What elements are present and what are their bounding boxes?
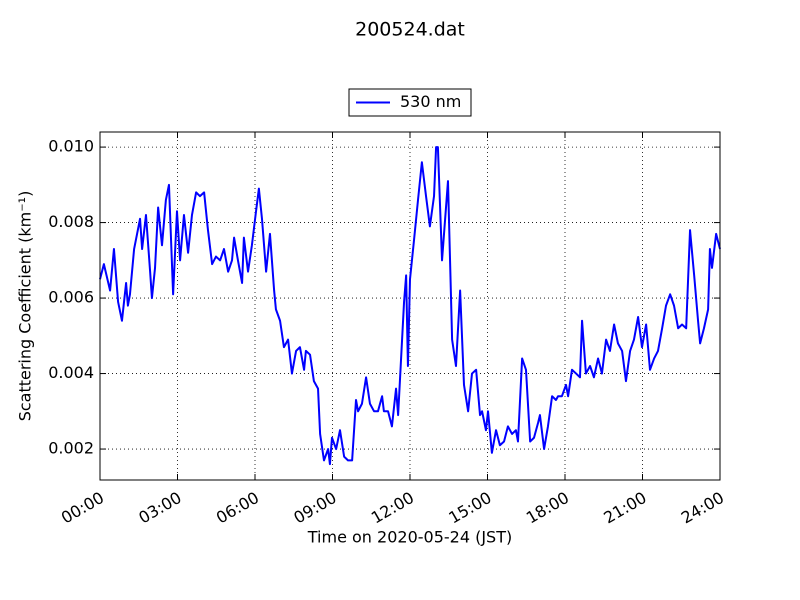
x-tick-label: 15:00 [445, 488, 494, 528]
x-tick-label: 12:00 [368, 488, 417, 528]
chart-title: 200524.dat [355, 19, 465, 41]
plot-frame [99, 131, 721, 481]
y-tick-label: 0.008 [48, 212, 94, 231]
y-tick-label: 0.004 [48, 363, 94, 382]
legend: 530 nm [348, 88, 472, 117]
legend-label: 530 nm [400, 92, 461, 111]
x-tick-label: 00:00 [58, 488, 107, 528]
x-tick-label: 03:00 [135, 488, 184, 528]
data-line [99, 146, 721, 466]
x-tick-label: 06:00 [213, 488, 262, 528]
x-tick-label: 18:00 [523, 488, 572, 528]
y-tick-label: 0.002 [48, 439, 94, 458]
x-tick-label: 21:00 [600, 488, 649, 528]
x-tick-label: 24:00 [678, 488, 727, 528]
y-tick-label: 0.010 [48, 137, 94, 156]
x-tick-label: 09:00 [290, 488, 339, 528]
y-axis-label: Scattering Coefficient (km⁻¹) [16, 191, 35, 422]
x-axis-label: Time on 2020-05-24 (JST) [307, 528, 512, 547]
y-tick-label: 0.006 [48, 288, 94, 307]
